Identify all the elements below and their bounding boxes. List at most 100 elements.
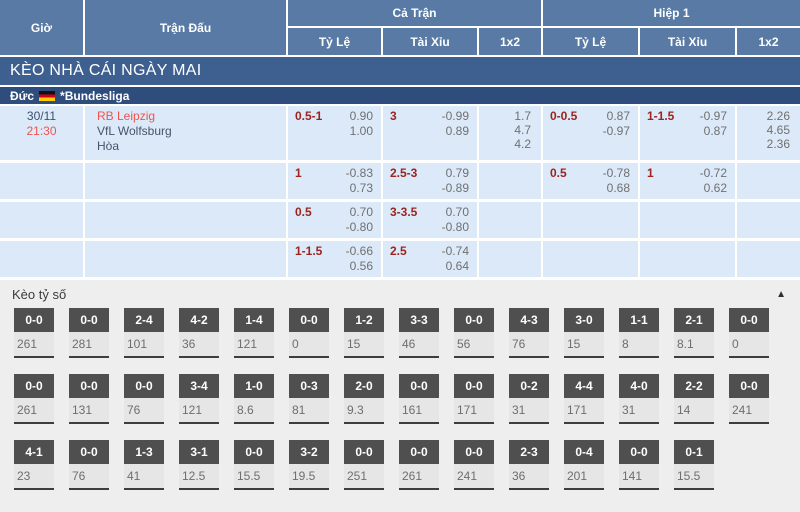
odds-row: 1-1.5 -0.66 0.56 2.5 -0.74 0.64: [0, 241, 800, 277]
ft-over-under-cell: 2.5 -0.74 0.64: [383, 241, 479, 277]
score-odds-value: 31: [622, 403, 636, 417]
odds-value[interactable]: -0.74: [441, 244, 469, 258]
score-label: 0-0: [454, 374, 494, 398]
draw-label[interactable]: Hòa: [97, 139, 120, 153]
league-country[interactable]: Đức: [10, 88, 35, 103]
odds-value[interactable]: 0.87: [606, 109, 630, 123]
odds-value[interactable]: -0.97: [602, 124, 630, 138]
score-odds-value: 121: [182, 403, 203, 417]
score-odds-cell[interactable]: 0-3 81: [289, 374, 329, 424]
odds-value[interactable]: 0.73: [349, 181, 373, 195]
score-label: 3-4: [179, 374, 219, 398]
odds-value[interactable]: 0.87: [703, 124, 727, 138]
score-odds-cell[interactable]: 2-4 101: [124, 308, 164, 358]
odds-value[interactable]: -0.99: [441, 109, 469, 123]
score-odds-cell[interactable]: 0-0 261: [14, 374, 54, 424]
odds-value[interactable]: -0.83: [345, 166, 373, 180]
score-odds-cell[interactable]: 0-0 161: [399, 374, 439, 424]
odds-value[interactable]: 0.89: [445, 124, 469, 138]
score-odds-cell[interactable]: 0-0 131: [69, 374, 109, 424]
score-odds-cell[interactable]: 0-0 281: [69, 308, 109, 358]
score-odds-cell[interactable]: 3-4 121: [179, 374, 219, 424]
score-odds-cell[interactable]: 4-4 171: [564, 374, 604, 424]
score-odds-cell[interactable]: 2-3 36: [509, 440, 549, 490]
odds-value[interactable]: -0.66: [345, 244, 373, 258]
score-odds-cell[interactable]: 1-0 8.6: [234, 374, 274, 424]
score-odds-cell[interactable]: 0-0 241: [729, 374, 769, 424]
score-odds-cell[interactable]: 4-2 36: [179, 308, 219, 358]
league-row[interactable]: Đức *Bundesliga: [0, 87, 800, 104]
score-odds-cell[interactable]: 3-0 15: [564, 308, 604, 358]
score-odds-cell[interactable]: 0-4 201: [564, 440, 604, 490]
odds-row: 1 -0.83 0.73 2.5-3 0.79 -0.89 0.5 -0.78 0.68 1 -0.…: [0, 163, 800, 199]
score-odds-cell[interactable]: 1-3 41: [124, 440, 164, 490]
score-odds-value: 171: [567, 403, 588, 417]
odds-value[interactable]: -0.78: [602, 166, 630, 180]
score-odds-value: 9.3: [347, 403, 364, 417]
odds-value[interactable]: -0.97: [699, 109, 727, 123]
score-odds-cell[interactable]: 4-0 31: [619, 374, 659, 424]
score-odds-cell[interactable]: 4-1 23: [14, 440, 54, 490]
ft-1x2-cell: [479, 241, 543, 277]
odds-value[interactable]: 4.7: [514, 123, 531, 137]
odds-value[interactable]: -0.72: [699, 166, 727, 180]
score-odds-cell[interactable]: 0-0 241: [454, 440, 494, 490]
score-odds-cell[interactable]: 2-0 9.3: [344, 374, 384, 424]
score-odds-cell[interactable]: 0-0 171: [454, 374, 494, 424]
odds-value[interactable]: 0.68: [606, 181, 630, 195]
score-odds-cell[interactable]: 4-3 76: [509, 308, 549, 358]
odds-value[interactable]: -0.89: [441, 181, 469, 195]
odds-value[interactable]: 0.70: [349, 205, 373, 219]
odds-value[interactable]: 1.7: [514, 109, 531, 123]
away-team[interactable]: VfL Wolfsburg: [97, 124, 172, 138]
score-label: 0-0: [454, 308, 494, 332]
score-odds-cell[interactable]: 1-1 8: [619, 308, 659, 358]
match-kickoff-time: 21:30: [26, 124, 57, 138]
score-odds-cell[interactable]: 3-3 46: [399, 308, 439, 358]
odds-value[interactable]: 0.79: [445, 166, 469, 180]
h1-handicap-odds-group: 0.87 -0.97: [603, 109, 630, 157]
score-odds-cell[interactable]: 0-0 251: [344, 440, 384, 490]
score-odds-cell[interactable]: 0-0 261: [14, 308, 54, 358]
score-odds-cell[interactable]: 1-4 121: [234, 308, 274, 358]
match-teams-cell: [85, 241, 288, 277]
chevron-up-icon[interactable]: ▲: [776, 289, 786, 300]
score-odds-cell[interactable]: 2-1 8.1: [674, 308, 714, 358]
score-odds-cell[interactable]: 0-0 0: [289, 308, 329, 358]
odds-value[interactable]: -0.80: [345, 220, 373, 234]
odds-value[interactable]: 0.62: [703, 181, 727, 195]
header-time-label: Giờ: [30, 20, 53, 35]
score-label: 0-0: [69, 308, 109, 332]
match-teams-cell: RB Leipzig VfL Wolfsburg Hòa: [85, 106, 288, 160]
odds-value[interactable]: 0.70: [445, 205, 469, 219]
score-odds-cell[interactable]: 1-2 15: [344, 308, 384, 358]
odds-value[interactable]: 4.2: [514, 137, 531, 151]
odds-value[interactable]: 2.36: [766, 137, 790, 151]
odds-value[interactable]: 4.65: [766, 123, 790, 137]
odds-value[interactable]: 0.64: [445, 259, 469, 273]
score-odds-cell[interactable]: 3-2 19.5: [289, 440, 329, 490]
odds-value[interactable]: 1.00: [349, 124, 373, 138]
league-name[interactable]: *Bundesliga: [60, 88, 130, 103]
score-odds-cell[interactable]: 0-0 76: [124, 374, 164, 424]
odds-value[interactable]: 2.26: [766, 109, 790, 123]
h1-over-under-odds-group: -0.97 0.87: [700, 109, 727, 157]
score-odds-cell[interactable]: 0-0 56: [454, 308, 494, 358]
score-label: 0-0: [14, 308, 54, 332]
score-odds-cell[interactable]: 2-2 14: [674, 374, 714, 424]
score-odds-cell[interactable]: 0-0 141: [619, 440, 659, 490]
score-odds-value: 12.5: [182, 469, 206, 483]
odds-value[interactable]: 0.90: [349, 109, 373, 123]
score-odds-cell[interactable]: 0-0 0: [729, 308, 769, 358]
score-odds-cell[interactable]: 0-0 76: [69, 440, 109, 490]
odds-value[interactable]: -0.80: [441, 220, 469, 234]
score-odds-value: 56: [457, 337, 471, 351]
score-odds-value: 76: [72, 469, 86, 483]
home-team[interactable]: RB Leipzig: [97, 109, 156, 123]
score-odds-cell[interactable]: 0-1 15.5: [674, 440, 714, 490]
odds-value[interactable]: 0.56: [349, 259, 373, 273]
score-odds-cell[interactable]: 0-0 15.5: [234, 440, 274, 490]
score-odds-cell[interactable]: 3-1 12.5: [179, 440, 219, 490]
score-odds-cell[interactable]: 0-2 31: [509, 374, 549, 424]
score-odds-cell[interactable]: 0-0 261: [399, 440, 439, 490]
